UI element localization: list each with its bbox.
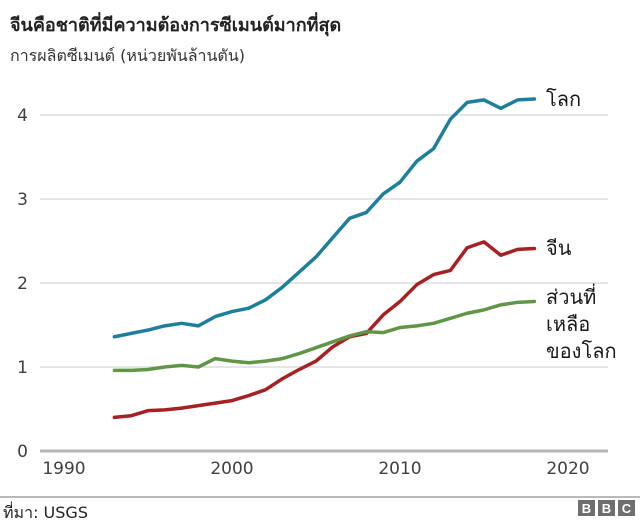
bbc-logo-letter: B — [598, 500, 615, 516]
series-label-rest-of-world: ส่วนที่เหลือ ของโลก — [546, 285, 617, 363]
y-tick-label: 3 — [17, 190, 28, 210]
y-tick-label: 2 — [17, 274, 28, 294]
chart-subtitle: การผลิตซีเมนต์ (หน่วยพันล้านตัน) — [10, 46, 245, 65]
data-line-china — [112, 240, 537, 420]
x-tick-label: 2010 — [378, 459, 421, 479]
data-line-world — [112, 97, 537, 339]
data-line-rest-of-world — [112, 299, 537, 373]
y-tick-label: 0 — [17, 442, 28, 462]
series-label-china: จีน — [546, 236, 572, 260]
series-label-world: โลก — [546, 87, 582, 111]
x-tick-label: 1990 — [42, 459, 85, 479]
bbc-logo: B B C — [578, 500, 635, 516]
x-tick-label: 2020 — [546, 459, 589, 479]
x-tick-label: 2000 — [210, 459, 253, 479]
source-attribution: ที่มา: USGS — [3, 503, 88, 520]
y-tick-label: 4 — [17, 106, 28, 126]
footer-divider — [0, 496, 640, 498]
y-tick-label: 1 — [17, 358, 28, 378]
chart-title: จีนคือชาติที่มีความต้องการซีเมนต์มากที่ส… — [10, 15, 342, 36]
bbc-logo-letter: C — [618, 500, 635, 516]
bbc-logo-letter: B — [578, 500, 595, 516]
